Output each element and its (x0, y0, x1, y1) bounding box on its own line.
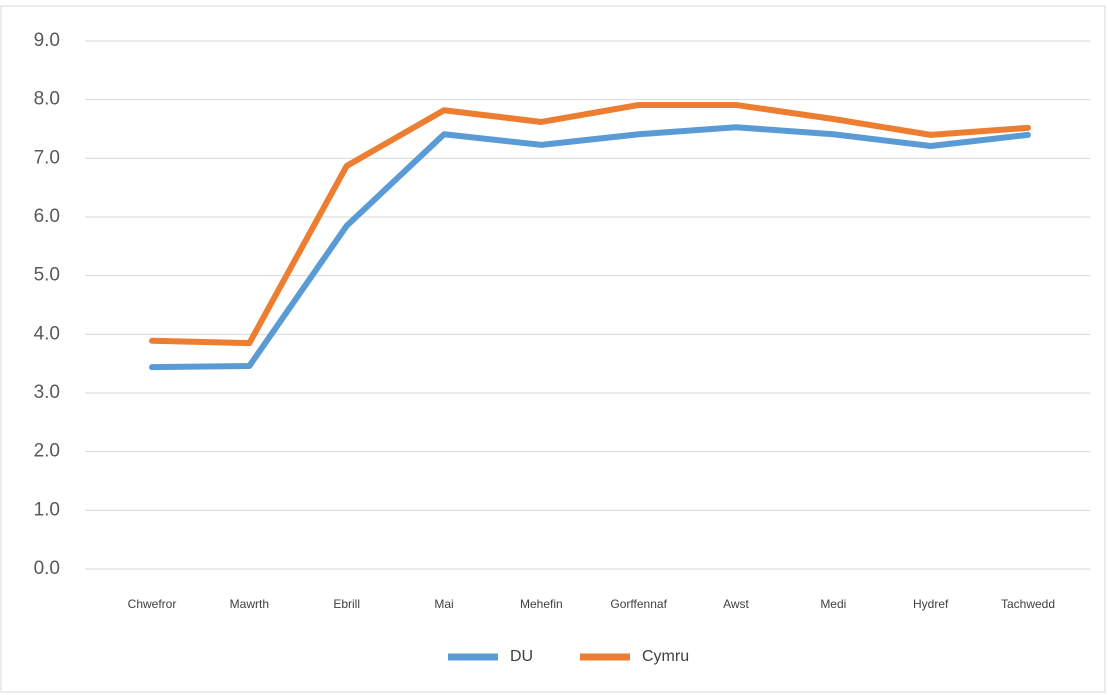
x-tick-label: Hydref (913, 597, 949, 611)
y-tick-label: 1.0 (34, 499, 60, 520)
x-tick-label: Ebrill (333, 597, 360, 611)
x-tick-label: Mawrth (230, 597, 269, 611)
y-tick-label: 5.0 (34, 265, 60, 286)
y-tick-label: 2.0 (34, 441, 60, 462)
x-tick-label: Gorffennaf (610, 597, 667, 611)
y-tick-label: 0.0 (34, 558, 60, 579)
y-tick-label: 8.0 (34, 89, 60, 110)
y-tick-label: 4.0 (34, 323, 60, 344)
y-tick-label: 6.0 (34, 206, 60, 227)
x-tick-label: Awst (723, 597, 749, 611)
y-tick-label: 9.0 (34, 30, 60, 51)
x-tick-label: Mai (434, 597, 453, 611)
x-tick-label: Mehefin (520, 597, 563, 611)
chart-border (0, 5, 1106, 693)
data-line (149, 101, 1031, 347)
legend-label: DU (510, 648, 533, 665)
y-tick-label: 3.0 (34, 382, 60, 403)
x-tick-label: Medi (820, 597, 846, 611)
legend-label: Cymru (642, 648, 689, 665)
data-line (149, 124, 1031, 371)
x-tick-label: Chwefror (128, 597, 177, 611)
y-tick-label: 7.0 (34, 147, 60, 168)
x-tick-label: Tachwedd (1001, 597, 1055, 611)
